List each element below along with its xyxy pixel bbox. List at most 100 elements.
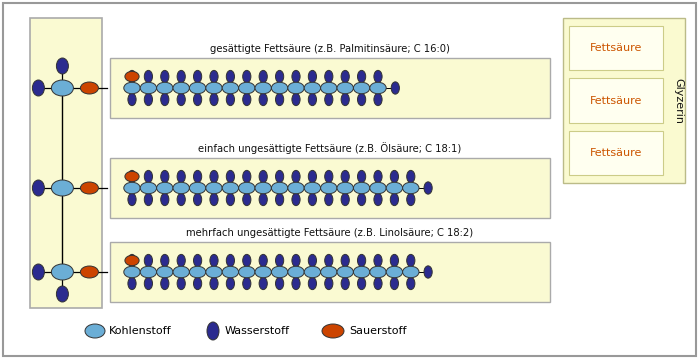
Ellipse shape (189, 266, 206, 278)
Ellipse shape (354, 182, 370, 194)
Ellipse shape (341, 255, 350, 267)
Ellipse shape (403, 182, 419, 194)
Ellipse shape (210, 171, 218, 183)
Ellipse shape (161, 93, 169, 106)
Ellipse shape (243, 70, 251, 83)
Ellipse shape (189, 182, 206, 194)
Ellipse shape (124, 82, 140, 94)
Ellipse shape (357, 171, 366, 183)
Ellipse shape (292, 93, 300, 106)
FancyBboxPatch shape (563, 18, 685, 183)
Ellipse shape (387, 266, 403, 278)
Ellipse shape (144, 278, 152, 290)
Ellipse shape (125, 71, 139, 81)
Ellipse shape (255, 266, 271, 278)
Ellipse shape (275, 194, 284, 206)
Ellipse shape (275, 70, 284, 83)
Ellipse shape (189, 82, 206, 94)
Ellipse shape (210, 255, 218, 267)
Ellipse shape (226, 255, 234, 267)
FancyBboxPatch shape (110, 158, 550, 218)
Ellipse shape (243, 171, 251, 183)
Ellipse shape (325, 93, 333, 106)
Ellipse shape (341, 278, 350, 290)
Ellipse shape (32, 80, 45, 96)
Ellipse shape (222, 182, 238, 194)
Text: Kohlenstoff: Kohlenstoff (109, 326, 172, 336)
Ellipse shape (271, 182, 288, 194)
FancyBboxPatch shape (569, 131, 663, 175)
FancyBboxPatch shape (110, 58, 550, 118)
Ellipse shape (80, 82, 99, 94)
Ellipse shape (304, 266, 321, 278)
Ellipse shape (271, 82, 288, 94)
Ellipse shape (144, 255, 152, 267)
Ellipse shape (177, 171, 185, 183)
Ellipse shape (161, 194, 169, 206)
Ellipse shape (243, 278, 251, 290)
Ellipse shape (341, 194, 350, 206)
Ellipse shape (322, 324, 344, 338)
Ellipse shape (238, 82, 255, 94)
FancyBboxPatch shape (569, 78, 663, 123)
Ellipse shape (357, 255, 366, 267)
Ellipse shape (173, 82, 189, 94)
Ellipse shape (374, 171, 382, 183)
Ellipse shape (210, 194, 218, 206)
Ellipse shape (275, 278, 284, 290)
Ellipse shape (144, 93, 152, 106)
Ellipse shape (207, 322, 219, 340)
Ellipse shape (194, 171, 202, 183)
Ellipse shape (238, 266, 255, 278)
Ellipse shape (57, 58, 69, 74)
FancyBboxPatch shape (569, 26, 663, 70)
Ellipse shape (161, 255, 169, 267)
Ellipse shape (337, 82, 354, 94)
Ellipse shape (325, 171, 333, 183)
Ellipse shape (374, 194, 382, 206)
FancyBboxPatch shape (30, 18, 102, 308)
Ellipse shape (210, 70, 218, 83)
Ellipse shape (288, 182, 304, 194)
Ellipse shape (325, 278, 333, 290)
Ellipse shape (370, 266, 387, 278)
Ellipse shape (259, 171, 267, 183)
Ellipse shape (374, 278, 382, 290)
Text: Fettsäure: Fettsäure (590, 148, 642, 158)
Ellipse shape (80, 266, 99, 278)
Ellipse shape (292, 278, 300, 290)
Ellipse shape (226, 171, 234, 183)
Ellipse shape (52, 80, 73, 96)
Ellipse shape (259, 93, 267, 106)
Text: Glyzerin: Glyzerin (673, 78, 683, 123)
Ellipse shape (194, 93, 202, 106)
Ellipse shape (354, 82, 370, 94)
Ellipse shape (341, 171, 350, 183)
Ellipse shape (308, 171, 317, 183)
Ellipse shape (321, 82, 337, 94)
Ellipse shape (337, 266, 354, 278)
Ellipse shape (140, 82, 157, 94)
Ellipse shape (374, 70, 382, 83)
Ellipse shape (370, 182, 387, 194)
Ellipse shape (292, 70, 300, 83)
Ellipse shape (157, 82, 173, 94)
Ellipse shape (407, 255, 415, 267)
Text: Fettsäure: Fettsäure (590, 95, 642, 106)
Text: mehrfach ungesättigte Fettsäure (z.B. Linolsäure; C 18:2): mehrfach ungesättigte Fettsäure (z.B. Li… (187, 228, 473, 238)
Ellipse shape (161, 70, 169, 83)
Ellipse shape (177, 255, 185, 267)
Ellipse shape (255, 182, 271, 194)
Ellipse shape (341, 93, 350, 106)
Ellipse shape (194, 255, 202, 267)
Ellipse shape (357, 194, 366, 206)
Ellipse shape (194, 70, 202, 83)
Ellipse shape (128, 194, 136, 206)
Ellipse shape (206, 182, 222, 194)
Text: einfach ungesättigte Fettsäure (z.B. Ölsäure; C 18:1): einfach ungesättigte Fettsäure (z.B. Öls… (199, 142, 461, 154)
Ellipse shape (128, 93, 136, 106)
Ellipse shape (391, 82, 399, 94)
Ellipse shape (226, 194, 234, 206)
Ellipse shape (128, 171, 136, 183)
Ellipse shape (259, 70, 267, 83)
